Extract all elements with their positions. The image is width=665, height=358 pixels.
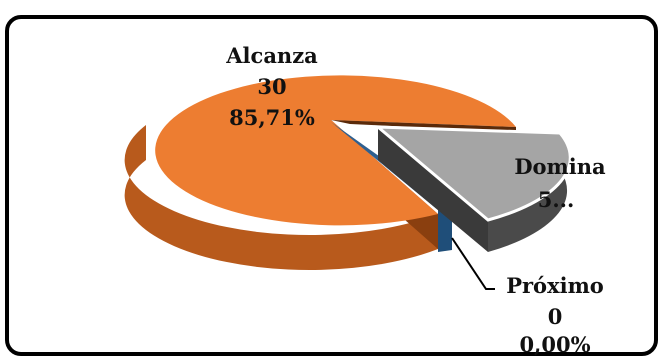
data-label-domina-value: 5... (538, 187, 575, 212)
pie-slice-alcanza-top (155, 75, 516, 226)
data-label-alcanza-percent: 85,71% (229, 105, 315, 130)
pie-slice-alcanza-side (124, 125, 439, 270)
data-label-domina-name: Domina (514, 154, 606, 179)
data-label-proximo-percent: 0,00% (519, 332, 590, 357)
pie-slice-domina-wall (378, 127, 488, 252)
leader-line-proximo (451, 237, 495, 290)
pie-slice-proximo-wall (438, 208, 452, 252)
data-label-alcanza-value: 30 (257, 74, 286, 99)
pie-slice-alcanza (124, 75, 516, 270)
data-label-proximo-name: Próximo (506, 273, 604, 298)
data-label-proximo-value: 0 (548, 304, 563, 329)
data-label-alcanza-name: Alcanza (225, 43, 318, 68)
pie-slice-domina (373, 125, 572, 252)
pie-slice-domina-top (373, 125, 572, 222)
pie-slice-domina-side (488, 133, 571, 252)
